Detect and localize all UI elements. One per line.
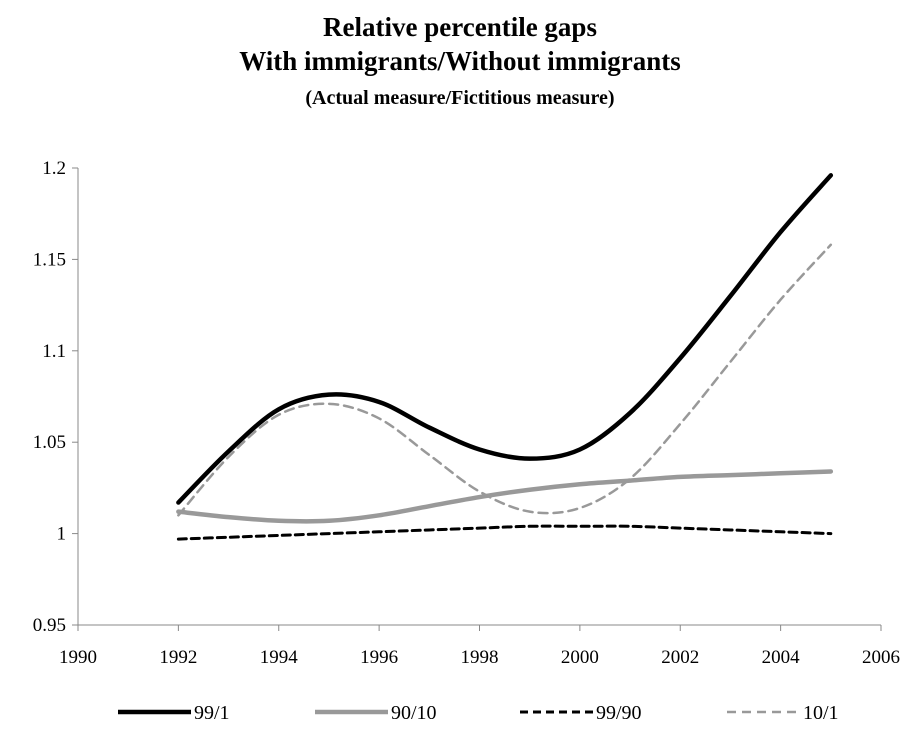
y-tick-label: 1.2 bbox=[42, 158, 66, 179]
series-line-90/10 bbox=[176, 469, 834, 524]
x-tick-label: 2006 bbox=[862, 647, 900, 668]
series-line-10/1 bbox=[177, 243, 833, 517]
y-tick-label: 0.95 bbox=[33, 615, 66, 636]
chart-subtitle: With immigrants/Without immigrants bbox=[239, 46, 681, 76]
x-tick-label: 2004 bbox=[762, 647, 801, 668]
y-tick-label: 1.1 bbox=[42, 341, 66, 362]
series-layer bbox=[176, 173, 834, 541]
series-line-99/1 bbox=[176, 173, 834, 505]
chart-title: Relative percentile gaps bbox=[323, 12, 597, 42]
legend-label-10/1: 10/1 bbox=[803, 702, 839, 724]
y-tick-label: 1 bbox=[57, 524, 67, 545]
legend-label-90/10: 90/10 bbox=[391, 702, 437, 724]
x-tick-label: 1992 bbox=[159, 647, 197, 668]
chart-subtitle-note: (Actual measure/Fictitious measure) bbox=[305, 87, 614, 109]
x-tick-label: 2000 bbox=[561, 647, 599, 668]
legend-label-99/90: 99/90 bbox=[596, 702, 642, 724]
x-tick-label: 2002 bbox=[661, 647, 699, 668]
legend: 99/1 90/10 99/90 10/1 bbox=[118, 702, 839, 724]
x-tick-label: 1990 bbox=[59, 647, 97, 668]
x-tick-label: 1994 bbox=[260, 647, 299, 668]
y-tick-label: 1.15 bbox=[33, 249, 66, 270]
y-tick-label: 1.05 bbox=[33, 432, 66, 453]
legend-label-99/1: 99/1 bbox=[194, 702, 230, 724]
series-line-99/90 bbox=[176, 524, 833, 541]
x-tick-label: 1998 bbox=[461, 647, 499, 668]
axes: 0.95 1 1.05 1.1 1.15 1.2 1990 1992 1994 1996 1998 2… bbox=[33, 158, 900, 668]
x-tick-label: 1996 bbox=[360, 647, 398, 668]
